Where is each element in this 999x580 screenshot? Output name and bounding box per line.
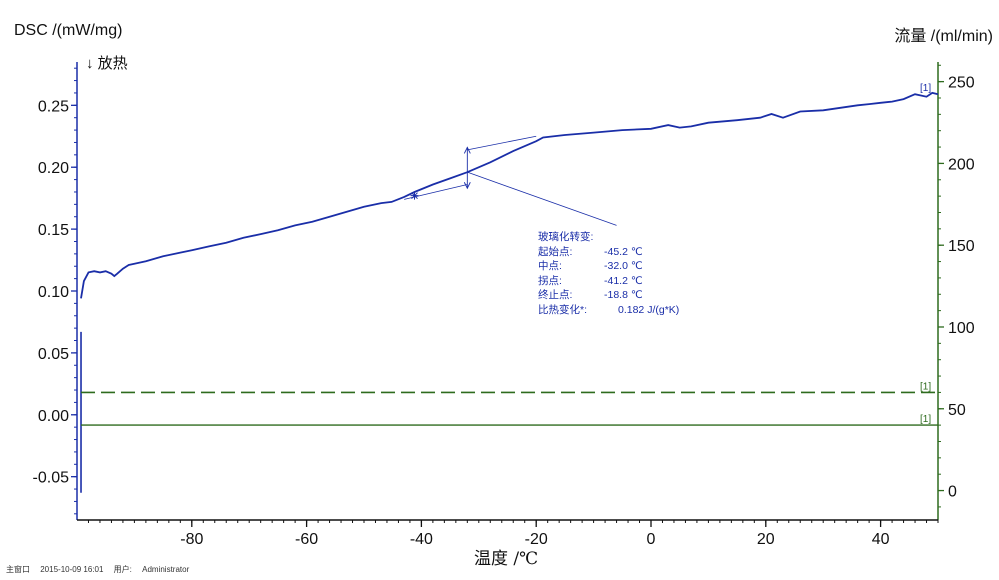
x-tick-label: 0 <box>647 531 656 548</box>
y2-tick-label: 150 <box>948 238 975 255</box>
y-tick-label: 0.15 <box>38 222 69 239</box>
status-footer: 主窗口 2015-10-09 16:01 用户: Administrator <box>6 564 197 575</box>
y-tick-label: 0.20 <box>38 160 69 177</box>
annotation-value: -18.8 ℃ <box>604 289 643 302</box>
annotation-key: 拐点: <box>538 274 562 287</box>
series-tag: [1] <box>920 381 931 392</box>
x-axis-title: 温度 /℃ <box>474 549 539 569</box>
arrow-down-head <box>463 182 471 190</box>
arrow-up-head <box>463 146 471 154</box>
chart-series: [1] [1] [1] <box>80 83 939 493</box>
footer-user: Administrator <box>142 565 190 574</box>
annotation-row-endset: 终止点: -18.8 ℃ <box>538 288 679 303</box>
annotation-value: -32.0 ℃ <box>604 260 643 273</box>
y-tick-label: 0.05 <box>38 346 69 363</box>
x-tick-label: -20 <box>525 531 548 548</box>
annotation-row-inflection: 拐点: -41.2 ℃ <box>538 274 679 289</box>
y2-axis-title: 流量 /(ml/min) <box>894 28 993 45</box>
y2-tick-label: 250 <box>948 75 975 92</box>
y-tick-label: -0.05 <box>33 470 70 487</box>
y-tick-label: 0.25 <box>38 98 69 115</box>
footer-datetime: 2015-10-09 16:01 <box>40 565 104 574</box>
annotation-key: 中点: <box>538 260 562 273</box>
tangent-high <box>467 135 537 151</box>
y2-tick-label: 50 <box>948 402 966 419</box>
y2-tick-label: 200 <box>948 156 975 173</box>
y2-tick-label: 100 <box>948 320 975 337</box>
x-tick-label: -60 <box>295 531 318 548</box>
annotation-key: 起始点: <box>538 245 573 258</box>
glass-transition-annotation: 玻璃化转变: 起始点: -45.2 ℃ 中点: -32.0 ℃ 拐点: -41.… <box>538 230 679 318</box>
annotation-leader <box>467 171 617 226</box>
annotation-key: 终止点: <box>538 289 573 302</box>
annotation-row-onset: 起始点: -45.2 ℃ <box>538 245 679 260</box>
annotation-row-midpoint: 中点: -32.0 ℃ <box>538 259 679 274</box>
series-tag: [1] <box>920 414 931 425</box>
y2-tick-label: 0 <box>948 484 957 501</box>
annotation-key: 比热变化*: <box>538 303 588 316</box>
onset-marker <box>410 191 419 200</box>
annotation-row-delta-cp: 比热变化*: 0.182 J/(g*K) <box>538 303 679 318</box>
footer-user-label: 用户: <box>113 565 132 574</box>
glass-transition-annotation-lines <box>404 135 617 226</box>
y-tick-label: 0.00 <box>38 408 69 425</box>
exo-direction-label: ↓ 放热 <box>86 55 128 72</box>
annotation-title: 玻璃化转变: <box>538 231 594 243</box>
x-tick-label: 40 <box>872 531 890 548</box>
footer-window: 主窗口 <box>6 565 30 574</box>
x-tick-label: -40 <box>410 531 433 548</box>
annotation-value: -41.2 ℃ <box>604 274 643 287</box>
x-tick-label: 20 <box>757 531 775 548</box>
annotation-value: 0.182 J/(g*K) <box>618 303 680 316</box>
series-tag: [1] <box>920 83 931 94</box>
chart-axes: 0.250.200.150.100.050.00-0.0525020015010… <box>33 62 975 548</box>
y-axis-title: DSC /(mW/mg) <box>14 22 123 39</box>
y-tick-label: 0.10 <box>38 284 69 301</box>
x-tick-label: -80 <box>180 531 203 548</box>
annotation-value: -45.2 ℃ <box>604 245 643 258</box>
dsc-curve <box>80 91 939 299</box>
